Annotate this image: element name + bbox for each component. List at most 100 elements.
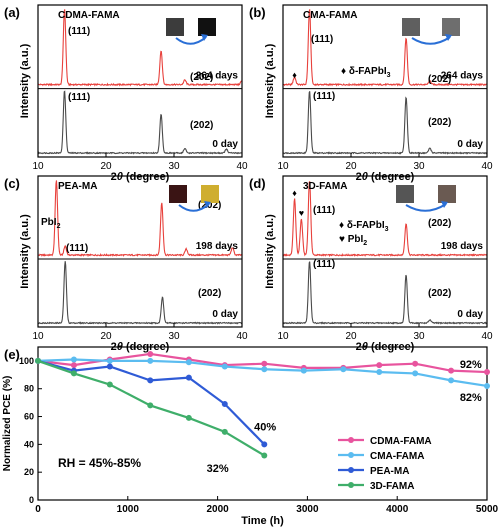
x-tick-label: 10 bbox=[277, 331, 289, 342]
arrow-head-icon bbox=[441, 201, 448, 208]
data-point bbox=[261, 441, 268, 448]
x-axis-label: 2θ (degree) bbox=[356, 171, 415, 183]
data-point bbox=[261, 452, 268, 459]
peak-label: (111) bbox=[313, 259, 335, 270]
panel-title: 3D-FAMA bbox=[303, 181, 347, 192]
data-point bbox=[70, 356, 77, 363]
legend-label: CDMA-FAMA bbox=[370, 436, 432, 447]
panel-letter: (c) bbox=[4, 176, 20, 191]
series-line bbox=[282, 9, 488, 87]
data-point bbox=[412, 370, 419, 377]
y-axis-label: Intensity (a.u.) bbox=[19, 43, 31, 118]
data-point bbox=[185, 374, 192, 381]
legend-item: ♦ δ-FAPbI3 bbox=[339, 220, 389, 233]
y-tick-label: 80 bbox=[24, 384, 34, 394]
arrow-head-icon bbox=[201, 34, 208, 41]
y-axis-label: Normalized PCE (%) bbox=[2, 376, 13, 472]
peak-label: (202) bbox=[198, 288, 221, 299]
panel-title: CDMA-FAMA bbox=[58, 10, 120, 21]
series-label: 264 days bbox=[196, 71, 239, 82]
legend-marker bbox=[348, 467, 354, 473]
x-tick-label: 0 bbox=[35, 504, 41, 515]
panel-letter: (d) bbox=[249, 176, 266, 191]
end-value-label: 40% bbox=[254, 421, 276, 433]
legend-marker bbox=[348, 452, 354, 458]
data-point bbox=[376, 362, 383, 369]
film-photo-before bbox=[169, 185, 187, 203]
data-point bbox=[448, 367, 455, 374]
series-label: 0 day bbox=[212, 139, 238, 150]
x-tick-label: 30 bbox=[413, 161, 425, 172]
data-point bbox=[70, 362, 77, 369]
film-photo-after bbox=[442, 18, 460, 36]
series-line bbox=[37, 261, 243, 325]
x-tick-label: 40 bbox=[481, 331, 493, 342]
x-tick-label: 40 bbox=[481, 161, 493, 172]
x-tick-label: 20 bbox=[100, 331, 112, 342]
panel-letter: (e) bbox=[4, 347, 20, 362]
panel-title: PEA-MA bbox=[58, 181, 97, 192]
arrow-head-icon bbox=[204, 201, 211, 208]
x-tick-label: 3000 bbox=[296, 504, 319, 515]
data-point bbox=[484, 382, 490, 389]
peak-label: (111) bbox=[311, 34, 333, 45]
data-point bbox=[412, 360, 419, 367]
peak-label: (111) bbox=[68, 26, 90, 37]
peak-label: (202) bbox=[190, 72, 213, 83]
peak-label: PbI2 bbox=[41, 217, 61, 230]
y-tick-label: 60 bbox=[24, 412, 34, 422]
series-line bbox=[282, 91, 488, 155]
x-tick-label: 2000 bbox=[206, 504, 229, 515]
plot-frame bbox=[37, 175, 243, 328]
data-point bbox=[147, 357, 154, 364]
x-tick-label: 10 bbox=[32, 161, 44, 172]
series-line bbox=[37, 9, 243, 87]
series-label: 0 day bbox=[457, 309, 483, 320]
y-axis-label: Intensity (a.u.) bbox=[264, 214, 276, 289]
x-tick-label: 40 bbox=[236, 331, 248, 342]
x-tick-label: 5000 bbox=[476, 504, 499, 515]
series-label: 198 days bbox=[441, 241, 484, 252]
data-point bbox=[147, 377, 154, 384]
plot-frame bbox=[37, 4, 243, 158]
x-tick-label: 1000 bbox=[117, 504, 140, 515]
data-point bbox=[376, 369, 383, 376]
film-photo-after bbox=[198, 18, 216, 36]
legend-label: 3D-FAMA bbox=[370, 481, 414, 492]
legend-label: CMA-FAMA bbox=[370, 451, 424, 462]
plot-frame bbox=[37, 346, 488, 501]
film-photo-before bbox=[166, 18, 184, 36]
panel-letter: (a) bbox=[4, 5, 20, 20]
curved-arrow-icon bbox=[405, 203, 447, 212]
xrd-panel-1: 264 days 0 day 10 20 30 40 2θ (degree) Intensit… bbox=[249, 4, 493, 183]
data-point bbox=[300, 367, 307, 374]
y-tick-label: 40 bbox=[24, 439, 34, 449]
x-tick-label: 40 bbox=[236, 161, 248, 172]
series-label: 264 days bbox=[441, 71, 484, 82]
legend-label: PEA-MA bbox=[370, 466, 409, 477]
series-line bbox=[37, 180, 243, 258]
series-label: 0 day bbox=[457, 139, 483, 150]
peak-label: (202) bbox=[428, 74, 451, 85]
legend-item: ♥ PbI2 bbox=[339, 234, 367, 247]
data-point bbox=[106, 363, 113, 370]
curved-arrow-icon bbox=[411, 36, 451, 45]
x-tick-label: 10 bbox=[32, 331, 44, 342]
x-tick-label: 30 bbox=[168, 331, 180, 342]
x-tick-label: 10 bbox=[277, 161, 289, 172]
end-value-label: 32% bbox=[207, 463, 229, 475]
data-point bbox=[484, 369, 490, 376]
peak-label: (111) bbox=[313, 91, 335, 102]
annotation: RH = 45%-85% bbox=[58, 456, 141, 470]
film-photo-before bbox=[396, 185, 414, 203]
peak-label: (202) bbox=[198, 200, 221, 211]
end-value-label: 82% bbox=[460, 392, 482, 404]
y-tick-label: 0 bbox=[29, 495, 34, 505]
data-point bbox=[221, 363, 228, 370]
series-line bbox=[37, 90, 243, 155]
x-tick-label: 20 bbox=[345, 331, 357, 342]
series-line bbox=[282, 261, 488, 325]
